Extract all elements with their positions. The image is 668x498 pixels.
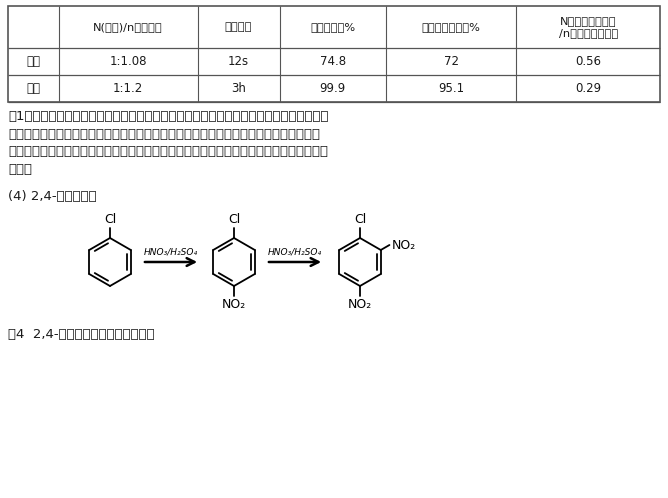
Text: HNO₃/H₂SO₄: HNO₃/H₂SO₄ xyxy=(268,247,322,256)
Text: N（邻硝基氯苯）
/n（对硝基氯苯）: N（邻硝基氯苯） /n（对硝基氯苯） xyxy=(558,16,618,38)
Text: NO₂: NO₂ xyxy=(222,298,246,311)
Text: 74.8: 74.8 xyxy=(320,55,346,68)
Text: 3h: 3h xyxy=(231,82,246,95)
Text: (4) 2,4-二硝基氯苯: (4) 2,4-二硝基氯苯 xyxy=(8,190,97,203)
Text: 单硝基氯苯产率%: 单硝基氯苯产率% xyxy=(422,22,480,32)
Text: 0.56: 0.56 xyxy=(575,55,601,68)
Text: 99.9: 99.9 xyxy=(320,82,346,95)
Text: 热、传质过程，弱化了反应中邻位空间位阻效应，利于生成邻硝基氯苯，提高了氯苯邻位选: 热、传质过程，弱化了反应中邻位空间位阻效应，利于生成邻硝基氯苯，提高了氯苯邻位选 xyxy=(8,145,328,158)
Text: 择性。: 择性。 xyxy=(8,162,32,175)
Text: 表1结果表明，在微通道反应器中，氯苯单程转化率虽相对较低，但所得到产物中邻位选择: 表1结果表明，在微通道反应器中，氯苯单程转化率虽相对较低，但所得到产物中邻位选择 xyxy=(8,110,329,123)
Text: 图4  2,4-二硝基氯苯合成反应方程式: 图4 2,4-二硝基氯苯合成反应方程式 xyxy=(8,328,154,341)
Text: HNO₃/H₂SO₄: HNO₃/H₂SO₄ xyxy=(144,247,198,256)
Text: 微反: 微反 xyxy=(26,55,40,68)
Text: 停留时间: 停留时间 xyxy=(225,22,253,32)
Text: NO₂: NO₂ xyxy=(391,239,415,251)
Text: 12s: 12s xyxy=(228,55,249,68)
Text: 1:1.08: 1:1.08 xyxy=(110,55,147,68)
Text: 氯苯转化率%: 氯苯转化率% xyxy=(310,22,355,32)
Text: Cl: Cl xyxy=(228,213,240,226)
Text: NO₂: NO₂ xyxy=(348,298,372,311)
Text: Cl: Cl xyxy=(354,213,366,226)
Text: 烧瓶: 烧瓶 xyxy=(26,82,40,95)
Text: 72: 72 xyxy=(444,55,459,68)
Text: N(氯苯)/n（硝酸）: N(氯苯)/n（硝酸） xyxy=(94,22,163,32)
Text: 1:1.2: 1:1.2 xyxy=(113,82,143,95)
Text: 95.1: 95.1 xyxy=(438,82,464,95)
Text: Cl: Cl xyxy=(104,213,116,226)
Text: 0.29: 0.29 xyxy=(575,82,601,95)
Text: 性有明显提高，且副产物相对较少。分析原因，尺寸被微型化的微通道反应器，强化了传: 性有明显提高，且副产物相对较少。分析原因，尺寸被微型化的微通道反应器，强化了传 xyxy=(8,127,320,140)
Bar xyxy=(8,6,660,102)
